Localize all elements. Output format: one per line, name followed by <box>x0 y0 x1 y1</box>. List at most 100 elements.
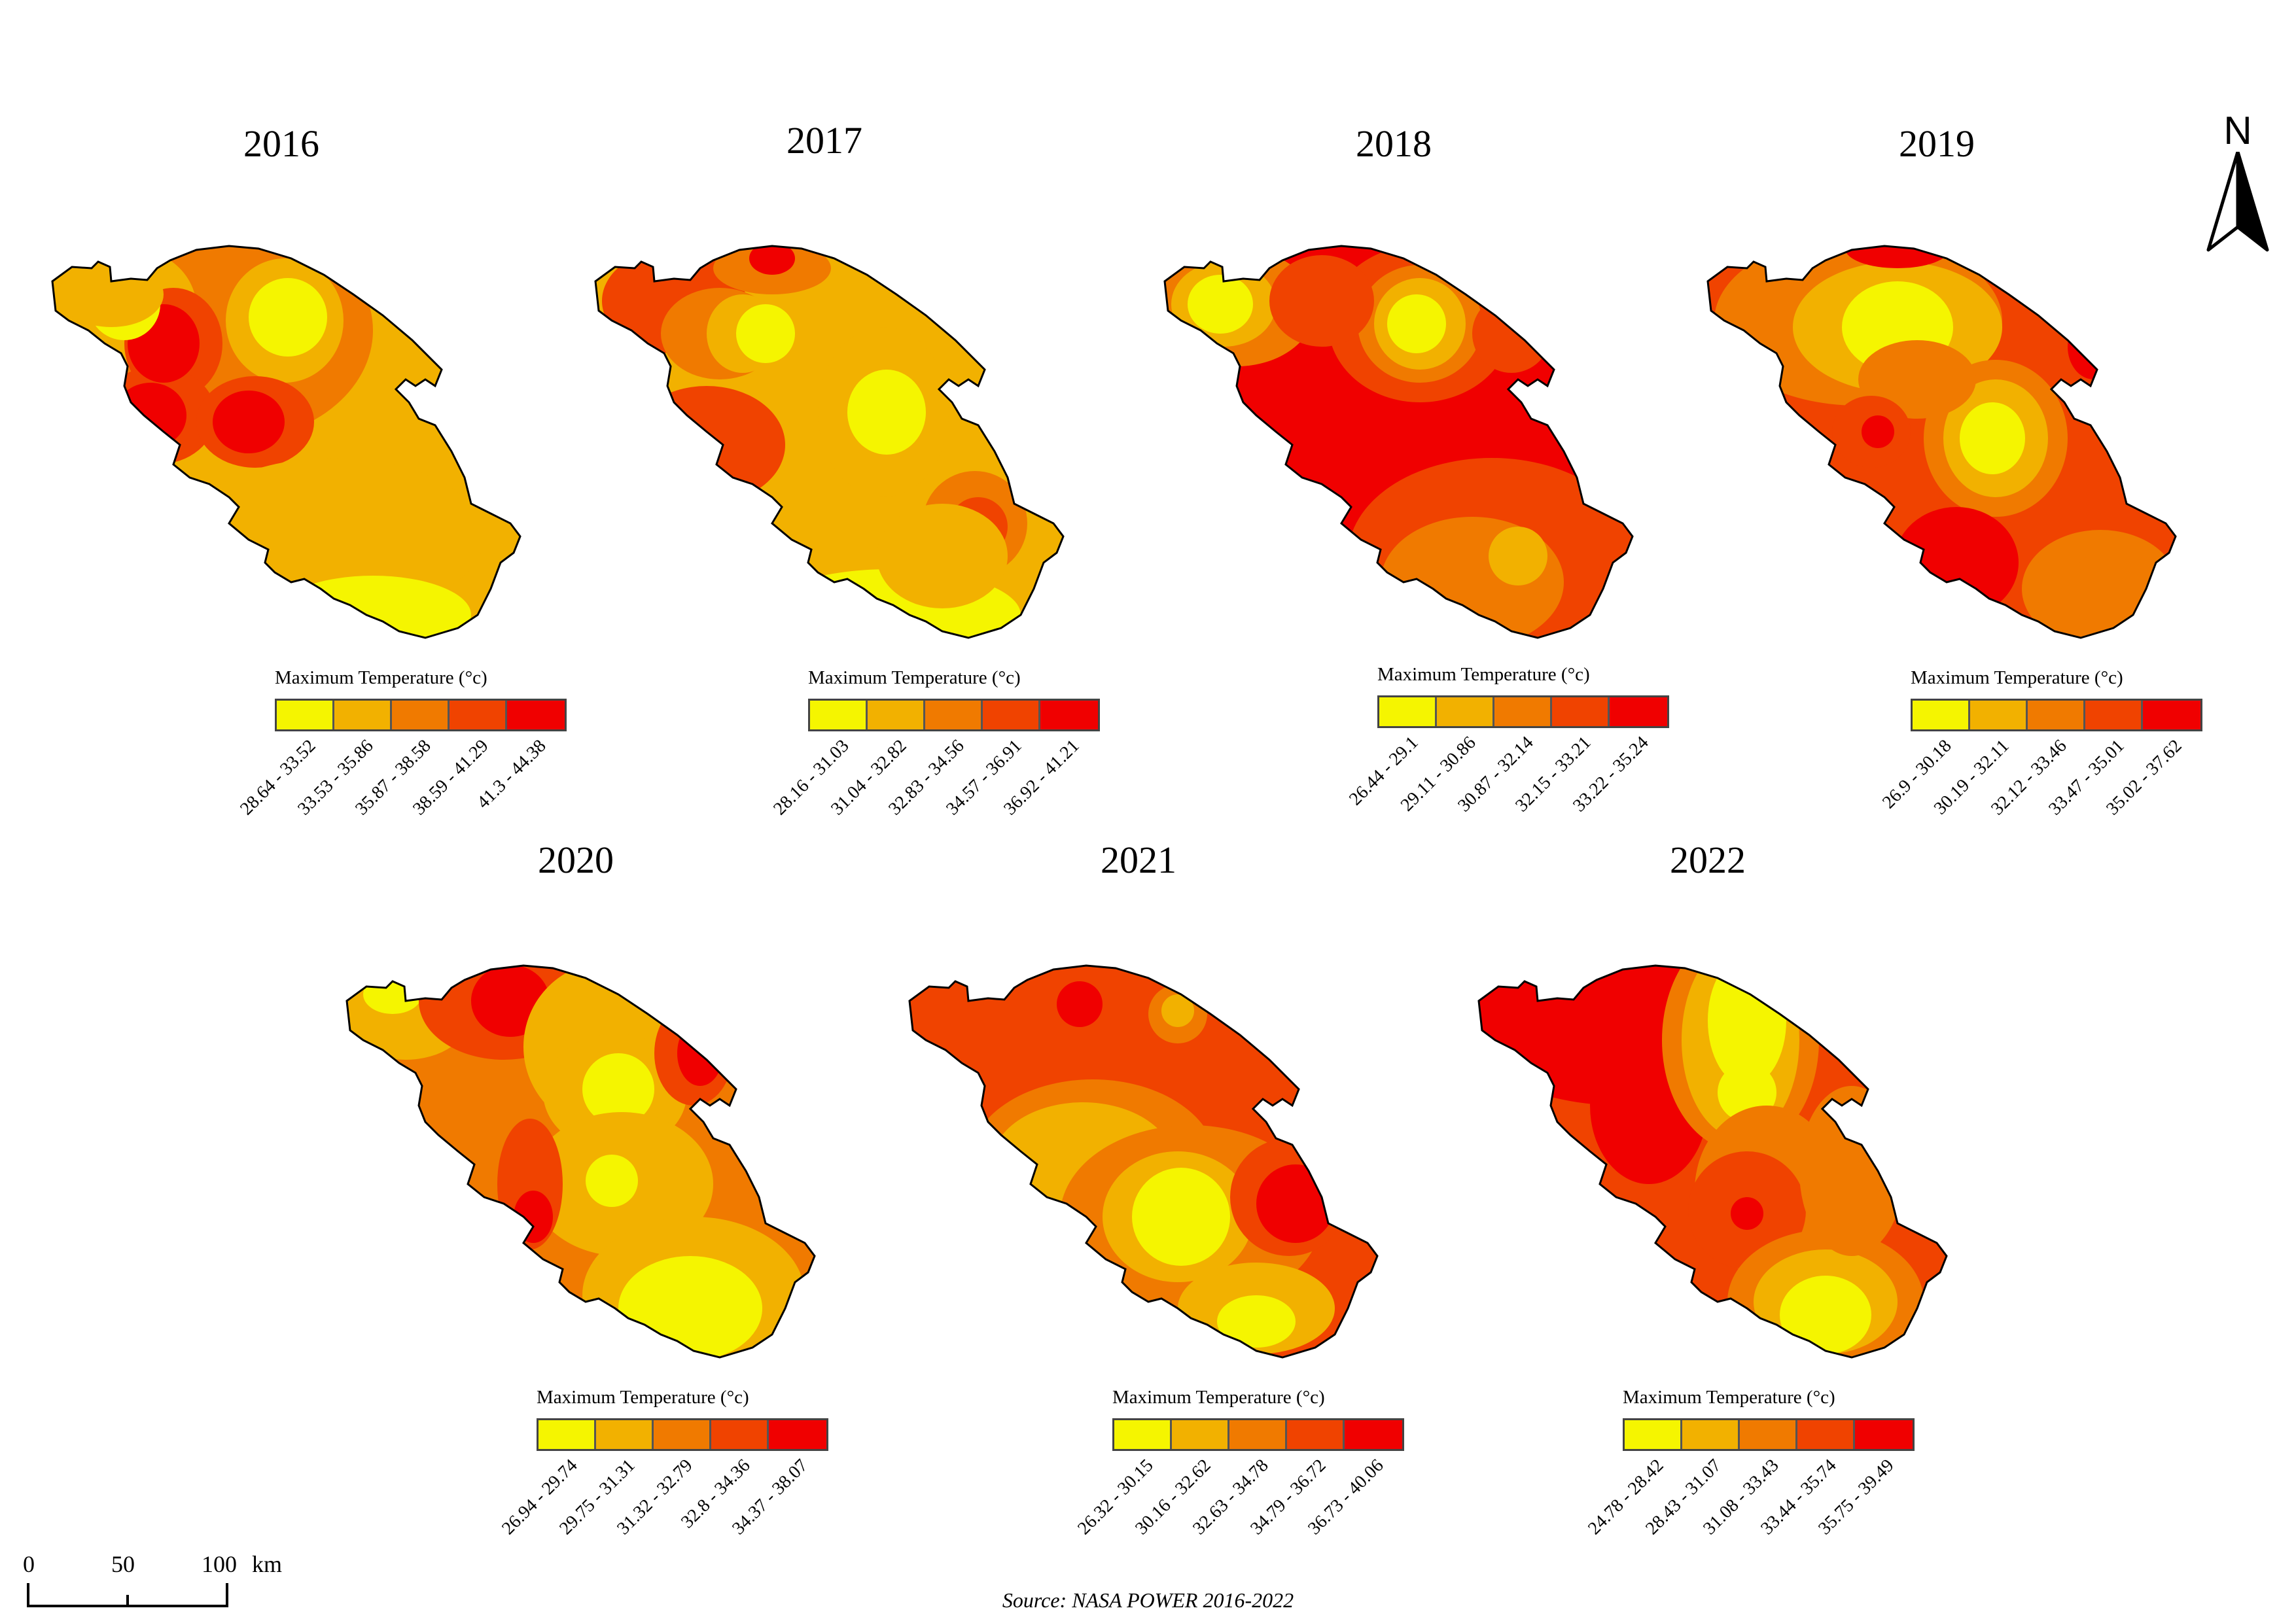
legend-class-label: 32.83 - 34.56 <box>885 735 968 820</box>
scale-label-0: 0 <box>23 1551 35 1577</box>
legend-swatch <box>539 1420 596 1449</box>
region-boundary <box>594 245 1065 639</box>
legend-swatch <box>1494 697 1552 726</box>
temperature-zone <box>847 370 926 455</box>
legend-class-label: 38.59 - 41.29 <box>409 735 493 820</box>
legend-class-label: 26.9 - 30.18 <box>1878 735 1956 813</box>
map-panel-2021: 2021 Maximum Temperature (°c) 26.32 - 30… <box>890 837 1404 1550</box>
legend-class-label: 26.94 - 29.74 <box>498 1455 582 1539</box>
temperature-zone <box>1387 294 1446 353</box>
temperature-zones <box>1708 246 2176 638</box>
year-title: 2021 <box>1101 839 1176 881</box>
temperature-zone <box>1862 415 1894 448</box>
map-panel-2022: 2022 Maximum Temperature (°c) 24.78 - 28… <box>1459 837 1956 1550</box>
temperature-zones <box>1479 966 1947 1357</box>
temperature-zone <box>1845 246 1950 268</box>
legend-swatch <box>1682 1420 1740 1449</box>
legend-swatches <box>275 699 567 731</box>
legend-swatches <box>808 699 1100 731</box>
north-label: N <box>2223 109 2252 152</box>
north-arrow-icon <box>2206 152 2269 252</box>
scale-label-50: 50 <box>111 1551 135 1577</box>
temperature-zone <box>586 1155 638 1207</box>
temperature-zone <box>1799 1086 1904 1256</box>
legend-class-label: 32.8 - 34.36 <box>677 1455 754 1533</box>
scale-unit: km <box>252 1551 283 1577</box>
temperature-zone <box>249 278 327 357</box>
map-panel-2019: 2019 Maximum Temperature (°c) 26.9 - 30.… <box>1688 118 2202 831</box>
scale-label-100: 100 <box>202 1551 237 1577</box>
legend-swatch <box>810 701 868 729</box>
legend-class-label: 33.53 - 35.86 <box>294 735 378 820</box>
legend-title: Maximum Temperature (°c) <box>1112 1387 1325 1408</box>
region-boundary <box>345 964 816 1359</box>
legend-swatch <box>983 701 1040 729</box>
map-panel-2018: 2018 Maximum Temperature (°c) 26.44 - 29… <box>1145 118 1669 831</box>
temperature-zones <box>52 246 520 638</box>
legend-swatch <box>1913 701 1970 729</box>
temperature-map <box>1163 245 1634 639</box>
legend-swatch <box>1229 1420 1287 1449</box>
scale-bar-line <box>27 1583 228 1607</box>
temperature-zone <box>618 1256 762 1357</box>
temperature-zone <box>1489 527 1547 585</box>
legend-class-label: 26.44 - 29.1 <box>1345 732 1422 810</box>
legend-title: Maximum Temperature (°c) <box>1911 667 2123 688</box>
temperature-zone <box>275 576 471 638</box>
temperature-zone <box>1780 1276 1871 1354</box>
legend-swatch <box>769 1420 826 1449</box>
legend-class-label: 28.43 - 31.07 <box>1642 1455 1725 1539</box>
legend-swatch <box>450 701 507 729</box>
year-title: 2017 <box>786 119 862 162</box>
temperature-map <box>1706 245 2177 639</box>
north-arrow: N <box>2205 111 2270 262</box>
temperature-zone <box>736 304 795 363</box>
legend-swatch <box>1379 697 1437 726</box>
legend-class-label: 33.44 - 35.74 <box>1757 1455 1841 1539</box>
legend-title: Maximum Temperature (°c) <box>808 667 1021 688</box>
region-boundary <box>1706 245 2177 639</box>
temperature-zone <box>628 386 785 504</box>
year-title: 2016 <box>243 122 319 165</box>
legend-class-label: 32.15 - 33.21 <box>1511 732 1595 816</box>
legend-swatch <box>507 701 565 729</box>
temperature-zones <box>1165 246 1633 638</box>
legend-swatch <box>2028 701 2085 729</box>
legend-class-label: 24.78 - 28.42 <box>1584 1455 1668 1539</box>
legend-swatch <box>1345 1420 1402 1449</box>
temperature-zone <box>514 1191 553 1243</box>
year-title: 2019 <box>1899 122 1975 165</box>
temperature-zone <box>877 504 1008 608</box>
legend-swatch <box>2143 701 2200 729</box>
legend-class-label: 30.19 - 32.11 <box>1930 735 2013 819</box>
map-panel-2017: 2017 Maximum Temperature (°c) 28.16 - 31… <box>576 118 1100 831</box>
legend-title: Maximum Temperature (°c) <box>1623 1387 1835 1408</box>
temperature-zone <box>1263 975 1315 1040</box>
legend-class-label: 32.12 - 33.46 <box>1987 735 2071 820</box>
temperature-map <box>908 964 1379 1359</box>
temperature-zone <box>1960 402 2025 474</box>
temperature-zone <box>1188 275 1253 334</box>
scale-bar: 0 50 100 km <box>20 1550 294 1609</box>
map-panel-2020: 2020 Maximum Temperature (°c) 26.94 - 29… <box>327 837 828 1550</box>
legend-swatch <box>596 1420 654 1449</box>
temperature-zone <box>1858 340 1976 419</box>
legend-swatches <box>1623 1418 1915 1451</box>
legend-swatches <box>1112 1418 1404 1451</box>
temperature-zone <box>749 246 795 275</box>
temperature-map <box>594 245 1065 639</box>
legend-swatch <box>1610 697 1667 726</box>
temperature-zone <box>1269 255 1374 347</box>
legend-swatch <box>868 701 925 729</box>
legend-class-label: 35.75 - 39.49 <box>1814 1455 1898 1539</box>
legend-class-label: 31.04 - 32.82 <box>827 735 911 820</box>
legend-swatch <box>1740 1420 1797 1449</box>
temperature-zones <box>910 966 1377 1357</box>
legend-swatch <box>1437 697 1494 726</box>
temperature-zone <box>1161 994 1194 1027</box>
temperature-zone <box>582 1053 654 1125</box>
legend-swatch <box>1797 1420 1855 1449</box>
legend-class-label: 36.92 - 41.21 <box>1000 735 1084 820</box>
legend-class-label: 32.63 - 34.78 <box>1189 1455 1273 1539</box>
temperature-zones <box>595 246 1063 638</box>
